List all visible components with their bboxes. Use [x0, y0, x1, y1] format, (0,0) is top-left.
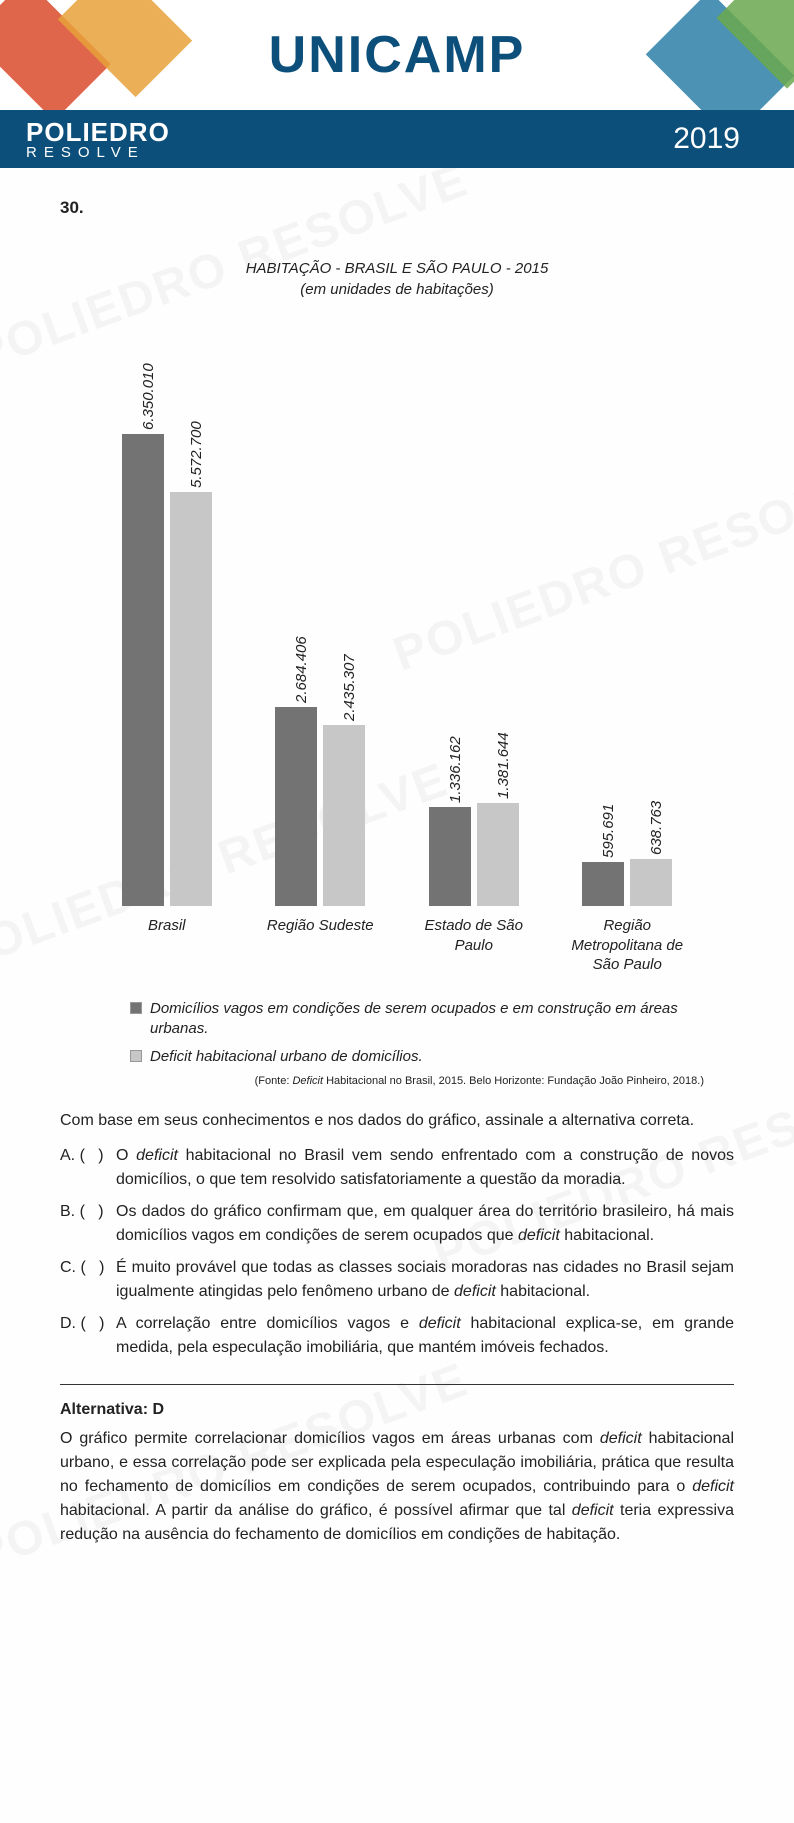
page-content: 30. HABITAÇÃO - BRASIL E SÃO PAULO - 201…	[0, 168, 794, 1597]
x-axis-label: Estado de São Paulo	[404, 916, 544, 975]
legend-text: Deficit habitacional urbano de domicílio…	[150, 1047, 423, 1067]
legend-item: Deficit habitacional urbano de domicílio…	[130, 1047, 684, 1067]
chart-x-axis: BrasilRegião SudesteEstado de São PauloR…	[80, 916, 714, 975]
alternative-text: O deficit habitacional no Brasil vem sen…	[116, 1144, 734, 1192]
x-axis-label: Região Metropolitana de São Paulo	[557, 916, 697, 975]
source-prefix: (Fonte:	[255, 1075, 293, 1087]
bar-value-label: 595.691	[600, 804, 617, 862]
alternative-item: B. ( )Os dados do gráfico confirmam que,…	[60, 1200, 734, 1248]
bar: 6.350.010	[122, 434, 164, 906]
alternative-letter: B. ( )	[60, 1200, 116, 1248]
chart-legend: Domicílios vagos em condições de serem o…	[130, 999, 684, 1068]
chart-title-line1: HABITAÇÃO - BRASIL E SÃO PAULO - 2015	[246, 260, 549, 277]
alternative-text: Os dados do gráfico confirmam que, em qu…	[116, 1200, 734, 1248]
bar-group: 595.691638.763	[582, 306, 672, 906]
chart-title: HABITAÇÃO - BRASIL E SÃO PAULO - 2015 (e…	[80, 258, 714, 300]
legend-item: Domicílios vagos em condições de serem o…	[130, 999, 684, 1040]
chart-container: HABITAÇÃO - BRASIL E SÃO PAULO - 2015 (e…	[80, 258, 714, 1087]
bar: 638.763	[630, 859, 672, 906]
question-number: 30.	[60, 198, 734, 218]
exam-year: 2019	[673, 122, 740, 156]
bar-value-label: 638.763	[648, 801, 665, 859]
x-axis-label: Brasil	[97, 916, 237, 975]
legend-swatch	[130, 1050, 142, 1062]
legend-text: Domicílios vagos em condições de serem o…	[150, 999, 684, 1040]
bar: 2.684.406	[275, 707, 317, 906]
alternative-item: C. ( )É muito provável que todas as clas…	[60, 1256, 734, 1304]
alternative-item: D. ( )A correlação entre domicílios vago…	[60, 1312, 734, 1360]
chart-source: (Fonte: Deficit Habitacional no Brasil, …	[80, 1075, 704, 1087]
university-logo: UNICAMP	[269, 25, 526, 85]
header-bar: POLIEDRO RESOLVE 2019	[0, 110, 794, 168]
brand-block: POLIEDRO RESOLVE	[26, 119, 170, 160]
legend-swatch	[130, 1002, 142, 1014]
alternative-letter: C. ( )	[60, 1256, 116, 1304]
alternatives-list: A. ( )O deficit habitacional no Brasil v…	[60, 1144, 734, 1360]
bar-value-label: 1.336.162	[447, 736, 464, 807]
bar-value-label: 1.381.644	[495, 732, 512, 803]
bar-value-label: 2.435.307	[341, 654, 358, 725]
chart-title-line2: (em unidades de habitações)	[300, 281, 493, 298]
answer-body: O gráfico permite correlacionar domicíli…	[60, 1427, 734, 1547]
bar-value-label: 6.350.010	[140, 363, 157, 434]
bar-value-label: 5.572.700	[188, 421, 205, 492]
bar: 595.691	[582, 862, 624, 906]
bar-value-label: 2.684.406	[293, 636, 310, 707]
chart-plot-area: 6.350.0105.572.7002.684.4062.435.3071.33…	[80, 306, 714, 906]
bar: 5.572.700	[170, 492, 212, 906]
bar: 1.381.644	[477, 803, 519, 906]
source-rest: Habitacional no Brasil, 2015. Belo Horiz…	[323, 1075, 704, 1087]
question-stem: Com base em seus conhecimentos e nos dad…	[60, 1109, 734, 1132]
alternative-text: A correlação entre domicílios vagos e de…	[116, 1312, 734, 1360]
brand-line2: RESOLVE	[26, 145, 170, 160]
bar-group: 1.336.1621.381.644	[429, 306, 519, 906]
bar: 2.435.307	[323, 725, 365, 906]
separator	[60, 1384, 734, 1385]
bar-group: 2.684.4062.435.307	[275, 306, 365, 906]
bar-group: 6.350.0105.572.700	[122, 306, 212, 906]
source-italic: Deficit	[292, 1075, 323, 1087]
alternative-text: É muito provável que todas as classes so…	[116, 1256, 734, 1304]
bar: 1.336.162	[429, 807, 471, 906]
alternative-item: A. ( )O deficit habitacional no Brasil v…	[60, 1144, 734, 1192]
alternative-letter: D. ( )	[60, 1312, 116, 1360]
alternative-letter: A. ( )	[60, 1144, 116, 1192]
answer-label: Alternativa: D	[60, 1401, 734, 1419]
brand-line1: POLIEDRO	[26, 119, 170, 145]
header-top: UNICAMP	[0, 0, 794, 110]
x-axis-label: Região Sudeste	[250, 916, 390, 975]
